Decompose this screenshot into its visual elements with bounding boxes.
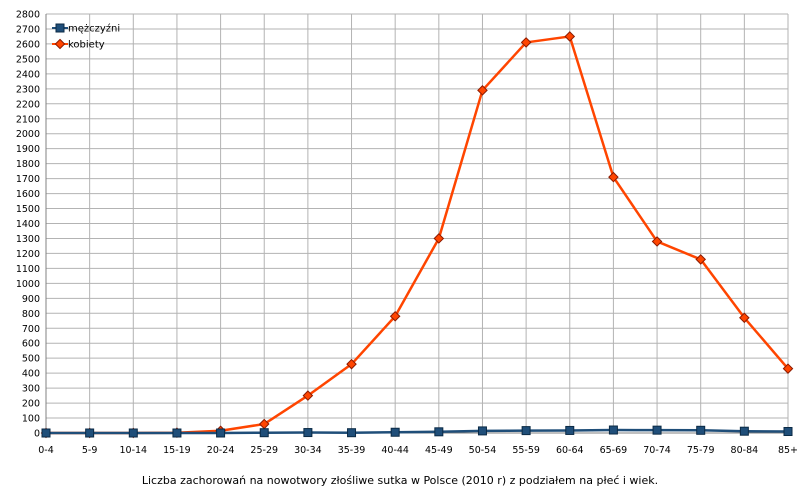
y-tick-label: 1300 bbox=[16, 234, 40, 245]
x-tick-label: 80-84 bbox=[731, 445, 759, 456]
legend-marker bbox=[54, 38, 66, 50]
y-tick-label: 2200 bbox=[16, 99, 40, 110]
data-point bbox=[565, 425, 575, 435]
y-tick-label: 2300 bbox=[16, 84, 40, 95]
data-point bbox=[477, 85, 488, 96]
data-point bbox=[389, 310, 401, 322]
series-women bbox=[40, 31, 794, 439]
x-tick-label: 75-79 bbox=[687, 445, 715, 456]
y-tick-label: 1200 bbox=[16, 249, 40, 260]
y-tick-label: 2500 bbox=[16, 54, 40, 65]
y-tick-label: 1000 bbox=[16, 279, 40, 290]
y-tick-label: 1400 bbox=[16, 219, 40, 230]
data-point bbox=[521, 426, 531, 436]
data-point bbox=[302, 390, 314, 401]
y-tick-label: 2700 bbox=[16, 24, 40, 35]
x-tick-label: 55-59 bbox=[512, 445, 540, 456]
x-tick-label: 25-29 bbox=[250, 445, 278, 456]
data-point bbox=[564, 31, 576, 42]
y-tick-label: 400 bbox=[22, 369, 40, 380]
data-point bbox=[128, 428, 138, 438]
data-point bbox=[695, 254, 707, 265]
y-axis-ticks: 0 100 200 300 400 500 600 700 800 900 1000 1100 1200… bbox=[16, 10, 40, 440]
y-tick-label: 800 bbox=[22, 309, 40, 320]
x-tick-label: 30-34 bbox=[294, 445, 322, 456]
y-tick-label: 2100 bbox=[16, 114, 40, 125]
data-point bbox=[652, 425, 662, 435]
legend-marker bbox=[55, 23, 65, 33]
y-tick-label: 2600 bbox=[16, 39, 40, 50]
data-point bbox=[303, 428, 313, 438]
y-tick-label: 1600 bbox=[16, 189, 40, 200]
x-tick-label: 20-24 bbox=[207, 445, 235, 456]
y-tick-label: 1900 bbox=[16, 144, 40, 155]
y-tick-label: 300 bbox=[22, 384, 40, 395]
y-tick-label: 600 bbox=[22, 339, 40, 350]
y-tick-label: 1700 bbox=[16, 174, 40, 185]
y-tick-label: 900 bbox=[22, 294, 40, 305]
data-point bbox=[85, 428, 95, 438]
y-tick-label: 1500 bbox=[16, 204, 40, 215]
y-tick-label: 700 bbox=[22, 324, 40, 335]
x-tick-label: 70-74 bbox=[643, 445, 671, 456]
legend-item: kobiety bbox=[52, 38, 105, 51]
y-tick-label: 0 bbox=[34, 429, 40, 440]
x-tick-label: 85+ bbox=[778, 445, 798, 456]
y-tick-label: 1800 bbox=[16, 159, 40, 170]
y-tick-label: 1100 bbox=[16, 264, 40, 275]
data-point bbox=[390, 427, 400, 437]
y-tick-label: 2400 bbox=[16, 69, 40, 80]
x-tick-label: 65-69 bbox=[600, 445, 628, 456]
x-tick-label: 0-4 bbox=[38, 445, 54, 456]
x-axis-ticks: 0-4 5-9 10-14 15-19 20-24 25-29 30-34 35-39 40-4… bbox=[38, 445, 798, 456]
series-layer bbox=[40, 31, 794, 439]
data-point bbox=[41, 428, 51, 438]
x-tick-label: 15-19 bbox=[163, 445, 191, 456]
legend-item: mężczyźni bbox=[52, 23, 120, 35]
x-tick-label: 60-64 bbox=[556, 445, 584, 456]
x-tick-label: 10-14 bbox=[119, 445, 147, 456]
data-point bbox=[346, 358, 357, 370]
x-tick-label: 5-9 bbox=[82, 445, 98, 456]
y-tick-label: 200 bbox=[22, 399, 40, 410]
chart-title: Liczba zachorowań na nowotwory złośliwe … bbox=[141, 474, 659, 487]
data-point bbox=[477, 426, 487, 436]
data-point bbox=[608, 171, 619, 183]
data-point bbox=[172, 428, 182, 438]
y-tick-label: 500 bbox=[22, 354, 40, 365]
data-point bbox=[259, 428, 269, 438]
y-tick-label: 2000 bbox=[16, 129, 40, 140]
legend-label: kobiety bbox=[68, 40, 105, 51]
gridlines bbox=[45, 13, 789, 434]
data-point bbox=[739, 426, 749, 436]
data-point bbox=[433, 233, 445, 244]
data-point bbox=[216, 428, 226, 438]
series-men bbox=[41, 425, 793, 438]
y-tick-label: 100 bbox=[22, 414, 40, 425]
x-tick-label: 45-49 bbox=[425, 445, 453, 456]
data-point bbox=[347, 428, 357, 438]
data-point bbox=[608, 425, 618, 435]
data-point bbox=[520, 37, 532, 48]
data-point bbox=[434, 427, 444, 437]
data-point bbox=[783, 427, 793, 437]
legend: mężczyźni kobiety bbox=[52, 23, 120, 51]
data-point bbox=[651, 236, 663, 247]
x-tick-label: 40-44 bbox=[381, 445, 409, 456]
x-tick-label: 50-54 bbox=[469, 445, 497, 456]
data-point bbox=[696, 425, 706, 435]
data-point bbox=[782, 363, 794, 374]
series-line bbox=[46, 428, 789, 435]
x-tick-label: 35-39 bbox=[338, 445, 366, 456]
data-point bbox=[739, 312, 750, 324]
y-tick-label: 2800 bbox=[16, 10, 40, 21]
legend-label: mężczyźni bbox=[68, 23, 120, 35]
